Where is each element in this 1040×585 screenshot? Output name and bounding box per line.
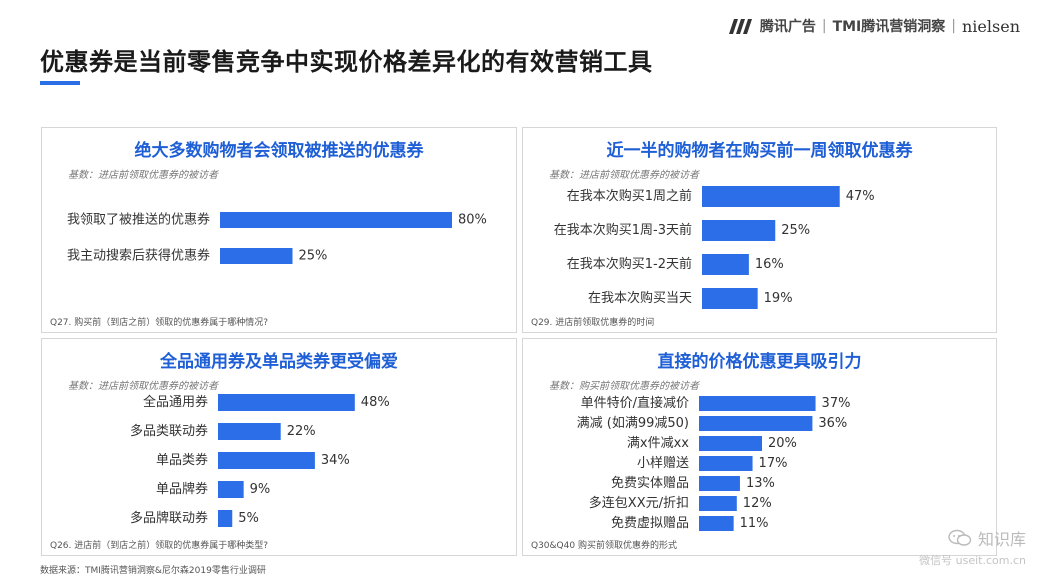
panel-question: Q29. 进店前领取优惠券的时间 xyxy=(531,318,655,328)
category-label: 单品牌券 xyxy=(156,481,208,497)
tencent-ads-logo-icon xyxy=(728,19,752,34)
header-logos: 腾讯广告 | TMI腾讯营销洞察 | nielsen xyxy=(728,14,1020,38)
bar xyxy=(220,212,452,228)
logo-nielsen-text: nielsen xyxy=(962,16,1020,36)
bar xyxy=(702,254,749,275)
bar xyxy=(702,220,776,241)
value-label: 34% xyxy=(321,453,350,468)
category-label: 多连包XX元/折扣 xyxy=(589,495,689,511)
category-label: 在我本次购买1周之前 xyxy=(567,188,692,204)
panel-question: Q30&Q40 购买前领取优惠券的形式 xyxy=(531,541,677,551)
chart-panel-coupon-types: 全品通用券及单品类券更受偏爱 基数：进店前领取优惠券的被访者 全品通用券 48% 多… xyxy=(41,338,517,556)
value-label: 25% xyxy=(299,249,328,264)
category-label: 单品类券 xyxy=(156,452,208,468)
panel-base-note: 基数：进店前领取优惠券的被访者 xyxy=(68,170,218,181)
panel-title: 近一半的购物者在购买前一周领取优惠券 xyxy=(606,141,913,161)
data-source-note: 数据来源：TMI腾讯营销洞察&尼尔森2019零售行业调研 xyxy=(40,566,266,576)
chart-panel-coupon-timing: 近一半的购物者在购买前一周领取优惠券 基数：进店前领取优惠券的被访者 在我本次购… xyxy=(522,127,997,333)
bar xyxy=(218,394,355,411)
value-label: 37% xyxy=(822,396,851,411)
bar xyxy=(218,423,281,440)
category-label: 免费实体赠品 xyxy=(611,476,689,491)
category-label: 满减 (如满99减50) xyxy=(577,415,689,431)
bar-chart: 单件特价/直接减价 37% 满减 (如满99减50) 36% 满x件减xx 20% 小样赠送… xyxy=(577,395,851,531)
value-label: 20% xyxy=(768,436,797,451)
bar xyxy=(702,186,840,207)
value-label: 16% xyxy=(755,257,784,272)
watermark: 知识库 微信号 useit.com.cn xyxy=(919,526,1026,568)
value-label: 36% xyxy=(818,416,847,431)
category-label: 我领取了被推送的优惠券 xyxy=(67,212,210,228)
panel-title: 直接的价格优惠更具吸引力 xyxy=(657,352,862,372)
panel-title: 绝大多数购物者会领取被推送的优惠券 xyxy=(134,141,424,161)
panel-base-note: 基数：进店前领取优惠券的被访者 xyxy=(68,381,218,392)
category-label: 小样赠送 xyxy=(637,456,689,471)
watermark-name: 知识库 xyxy=(977,530,1026,549)
bar-chart: 全品通用券 48% 多品类联动券 22% 单品类券 34% 单品牌券 9% 多品牌联动券 5% xyxy=(130,394,390,527)
bar-chart: 在我本次购买1周之前 47% 在我本次购买1周-3天前 25% 在我本次购买1-2天前 1… xyxy=(554,186,875,309)
panel-question: Q27. 购买前（到店之前）领取的优惠券属于哪种情况? xyxy=(50,318,269,328)
category-label: 在我本次购买1周-3天前 xyxy=(554,222,692,238)
panel-base-note: 基数：进店前领取优惠券的被访者 xyxy=(549,170,699,181)
value-label: 47% xyxy=(846,189,875,204)
value-label: 80% xyxy=(458,213,487,228)
category-label: 在我本次购买当天 xyxy=(588,290,692,306)
bar xyxy=(218,510,233,527)
bar xyxy=(218,452,315,469)
category-label: 单件特价/直接减价 xyxy=(581,395,689,411)
value-label: 22% xyxy=(287,424,316,439)
bar xyxy=(699,496,737,511)
watermark-wechat-id: 微信号 useit.com.cn xyxy=(919,554,1026,567)
wechat-icon xyxy=(948,529,972,546)
category-label: 多品牌联动券 xyxy=(130,510,208,526)
value-label: 5% xyxy=(238,511,259,526)
value-label: 17% xyxy=(759,456,788,471)
category-label: 在我本次购买1-2天前 xyxy=(567,256,692,272)
value-label: 11% xyxy=(740,516,769,531)
panel-question: Q26. 进店前（到店之前）领取的优惠券属于哪种类型? xyxy=(50,541,269,551)
bar xyxy=(702,288,758,309)
category-label: 免费虚拟赠品 xyxy=(611,516,689,531)
value-label: 25% xyxy=(781,223,810,238)
page-title: 优惠券是当前零售竞争中实现价格差异化的有效营销工具 xyxy=(40,48,653,76)
value-label: 13% xyxy=(746,476,775,491)
chart-panel-push-coupons: 绝大多数购物者会领取被推送的优惠券 基数：进店前领取优惠券的被访者 我领取了被推… xyxy=(41,127,517,333)
bar xyxy=(699,396,816,411)
bar xyxy=(220,248,293,264)
value-label: 9% xyxy=(250,482,271,497)
panel-base-note: 基数：购买前领取优惠券的被访者 xyxy=(549,381,699,392)
bar xyxy=(218,481,244,498)
value-label: 48% xyxy=(361,395,390,410)
bar xyxy=(699,436,762,451)
panel-title: 全品通用券及单品类券更受偏爱 xyxy=(160,352,398,372)
category-label: 我主动搜索后获得优惠券 xyxy=(67,248,210,264)
title-underline xyxy=(40,81,80,85)
category-label: 满x件减xx xyxy=(627,436,689,451)
bar-chart: 我领取了被推送的优惠券 80% 我主动搜索后获得优惠券 25% xyxy=(67,212,487,264)
bar xyxy=(699,476,740,491)
logo-separator: | xyxy=(821,18,827,34)
category-label: 全品通用券 xyxy=(143,394,208,410)
bar xyxy=(699,416,813,431)
value-label: 12% xyxy=(743,496,772,511)
value-label: 19% xyxy=(764,291,793,306)
logo-separator-2: | xyxy=(951,18,956,34)
category-label: 多品类联动券 xyxy=(130,423,208,439)
bar xyxy=(699,456,753,471)
logo-tencent-text: 腾讯广告 xyxy=(759,19,816,35)
bar xyxy=(699,516,734,531)
chart-panel-coupon-forms: 直接的价格优惠更具吸引力 基数：购买前领取优惠券的被访者 单件特价/直接减价 37… xyxy=(522,338,997,556)
logo-tmi-text: TMI腾讯营销洞察 xyxy=(832,19,946,35)
